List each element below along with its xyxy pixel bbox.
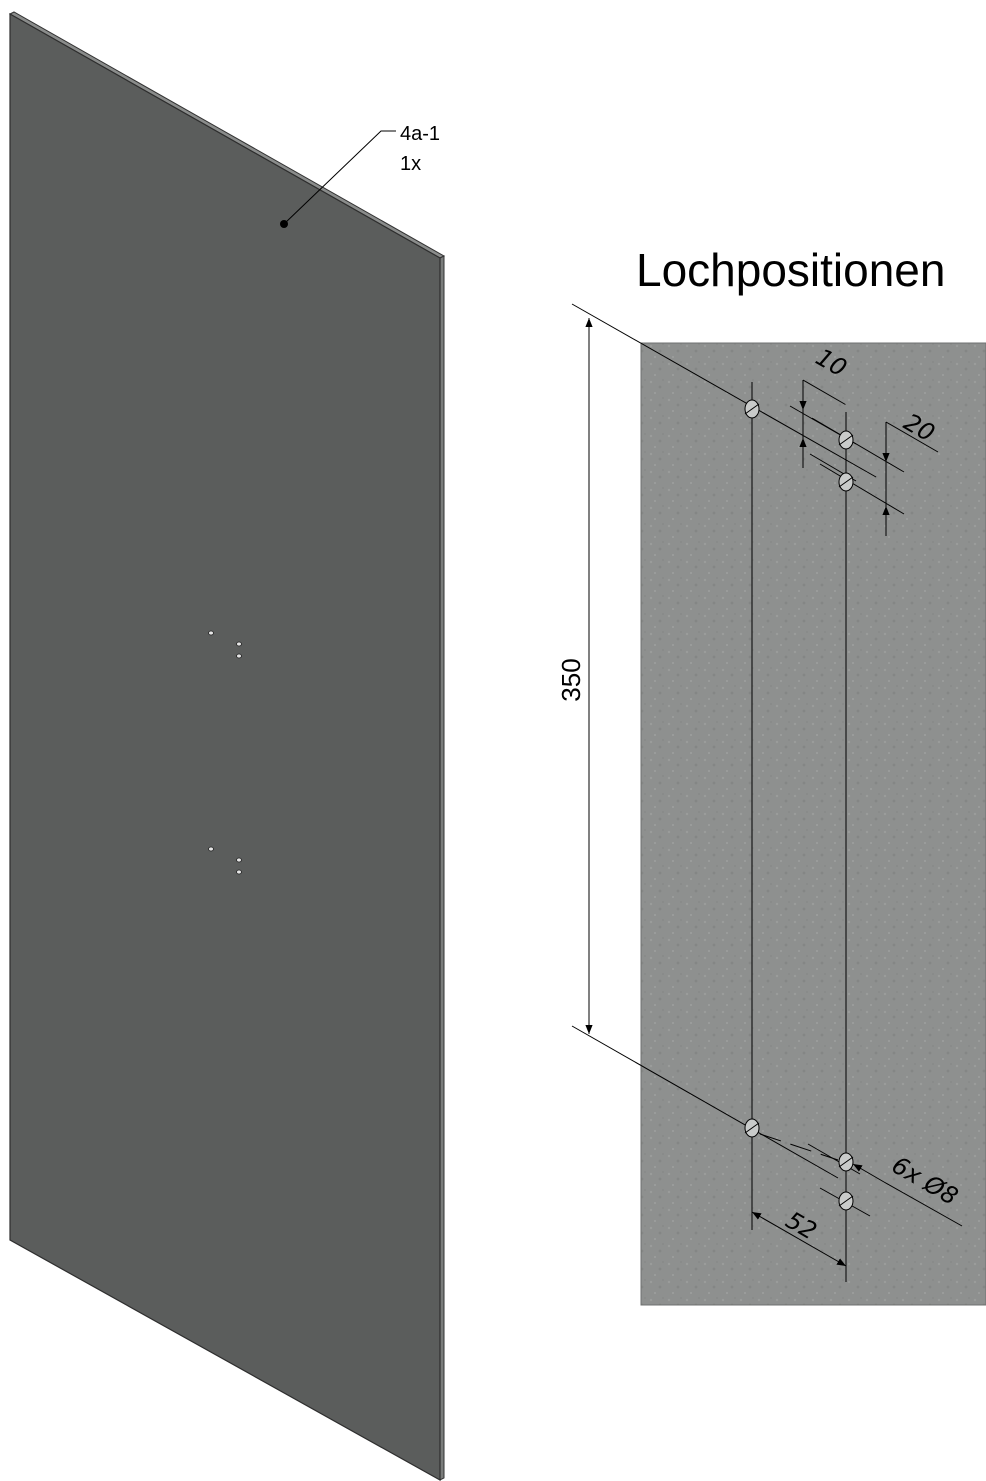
extension-line-20b: [819, 463, 905, 515]
part-id-label: 4a-1: [400, 123, 440, 145]
detail-title: Lochpositionen: [636, 244, 945, 296]
panel-face: [9, 12, 441, 1481]
dimension-label-350: 350: [556, 658, 586, 701]
hole-bottom-right-1: [838, 1152, 854, 1172]
hole-callout-arrow: [852, 1163, 885, 1183]
hole-top-right-2: [838, 472, 854, 492]
dimension-line-52: [751, 1211, 847, 1267]
holes: [744, 399, 854, 1211]
panel-holes-lower: [208, 846, 242, 875]
dashed-connector: [759, 1133, 839, 1161]
part-quantity-label: 1x: [400, 153, 421, 175]
leader-line: [283, 130, 396, 225]
hole-bottom-right-2: [838, 1191, 854, 1211]
hole-bottom-left: [744, 1118, 760, 1138]
hole-top-left: [744, 399, 760, 419]
extension-line-20a: [811, 417, 905, 473]
detail-view: Lochpositionen 350 10: [556, 244, 986, 1306]
panel-holes-upper: [208, 630, 242, 659]
extension-line-bottom: [571, 1025, 839, 1179]
extension-line-top: [571, 303, 877, 478]
dimension-leader-20: [885, 421, 939, 453]
panel-isometric: 4a-1 1x: [8, 11, 446, 1481]
hole-top-right-1: [838, 430, 854, 450]
detail-background: [640, 342, 986, 1306]
hole-callout-leader: [883, 1181, 963, 1227]
dimension-leader-10: [802, 379, 846, 405]
